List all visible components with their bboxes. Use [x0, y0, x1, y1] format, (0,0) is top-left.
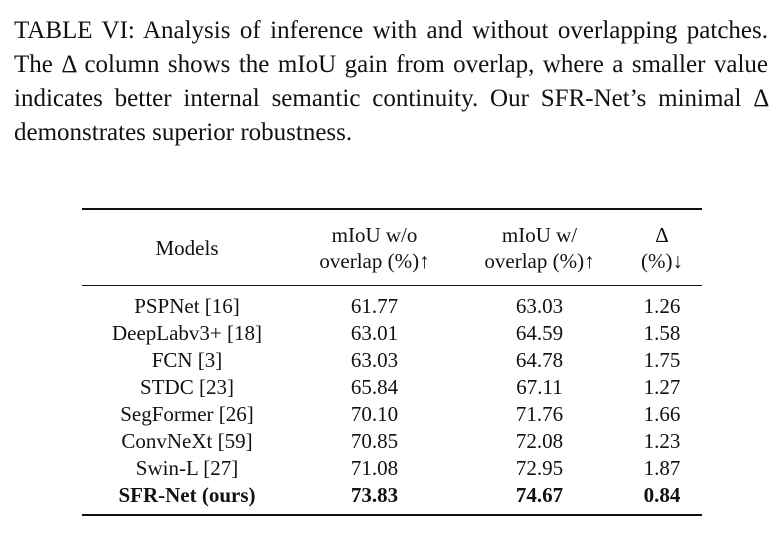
cell-miou-w: 71.76: [457, 401, 622, 428]
table-row: DeepLabv3+ [18] 63.01 64.59 1.58: [82, 320, 702, 347]
table-row: Swin-L [27] 71.08 72.95 1.87: [82, 455, 702, 482]
header-wo-line1: mIoU w/o: [332, 223, 418, 247]
cell-miou-wo: 71.08: [292, 455, 457, 482]
table-row-best: SFR-Net (ours) 73.83 74.67 0.84: [82, 482, 702, 515]
header-row: Models mIoU w/o overlap (%)↑ mIoU w/overl…: [82, 209, 702, 286]
cell-delta: 0.84: [622, 482, 702, 515]
header-miou-without-overlap: mIoU w/o overlap (%)↑: [292, 209, 457, 286]
cell-model: ConvNeXt [59]: [82, 428, 292, 455]
table-row: STDC [23] 65.84 67.11 1.27: [82, 374, 702, 401]
cell-model: DeepLabv3+ [18]: [82, 320, 292, 347]
cell-delta: 1.23: [622, 428, 702, 455]
table-caption: TABLE VI: Analysis of inference with and…: [14, 14, 768, 150]
table-row: PSPNet [16] 61.77 63.03 1.26: [82, 286, 702, 321]
cell-miou-w: 72.08: [457, 428, 622, 455]
header-delta-line1: Δ: [655, 223, 669, 247]
table-row: SegFormer [26] 70.10 71.76 1.66: [82, 401, 702, 428]
table-row: ConvNeXt [59] 70.85 72.08 1.23: [82, 428, 702, 455]
header-models-label: Models: [156, 236, 219, 260]
results-table-wrapper: Models mIoU w/o overlap (%)↑ mIoU w/overl…: [82, 208, 702, 516]
header-w-line1: mIoU w/: [502, 223, 577, 247]
cell-delta: 1.75: [622, 347, 702, 374]
cell-model: STDC [23]: [82, 374, 292, 401]
cell-miou-wo: 73.83: [292, 482, 457, 515]
cell-delta: 1.87: [622, 455, 702, 482]
cell-model: PSPNet [16]: [82, 286, 292, 321]
header-models: Models: [82, 209, 292, 286]
cell-miou-w: 67.11: [457, 374, 622, 401]
cell-model: FCN [3]: [82, 347, 292, 374]
cell-delta: 1.27: [622, 374, 702, 401]
header-miou-with-overlap: mIoU w/overlap (%)↑: [457, 209, 622, 286]
header-wo-line2: overlap (%)↑: [319, 249, 429, 273]
cell-delta: 1.26: [622, 286, 702, 321]
caption-text-3: demonstrates superior robustness.: [14, 119, 352, 146]
cell-delta: 1.58: [622, 320, 702, 347]
cell-model: SegFormer [26]: [82, 401, 292, 428]
cell-delta: 1.66: [622, 401, 702, 428]
cell-miou-w: 64.78: [457, 347, 622, 374]
header-delta: Δ (%)↓: [622, 209, 702, 286]
cell-miou-wo: 63.01: [292, 320, 457, 347]
table-body: PSPNet [16] 61.77 63.03 1.26 DeepLabv3+ …: [82, 286, 702, 516]
cell-miou-wo: 61.77: [292, 286, 457, 321]
cell-model: Swin-L [27]: [82, 455, 292, 482]
header-delta-line2: (%)↓: [641, 249, 683, 273]
table-header: Models mIoU w/o overlap (%)↑ mIoU w/overl…: [82, 209, 702, 286]
caption-text-2: column shows the mIoU gain from over­lap…: [14, 51, 768, 112]
header-w-line2: overlap (%)↑: [484, 249, 594, 273]
cell-miou-w: 64.59: [457, 320, 622, 347]
caption-label: TABLE VI:: [14, 17, 135, 44]
caption-delta-symbol: Δ: [61, 51, 76, 78]
cell-miou-w: 74.67: [457, 482, 622, 515]
cell-model: SFR-Net (ours): [82, 482, 292, 515]
table-row: FCN [3] 63.03 64.78 1.75: [82, 347, 702, 374]
cell-miou-wo: 63.03: [292, 347, 457, 374]
cell-miou-wo: 70.85: [292, 428, 457, 455]
cell-miou-w: 72.95: [457, 455, 622, 482]
cell-miou-wo: 65.84: [292, 374, 457, 401]
caption-delta-symbol-2: Δ: [753, 85, 768, 112]
results-table: Models mIoU w/o overlap (%)↑ mIoU w/overl…: [82, 208, 702, 516]
cell-miou-wo: 70.10: [292, 401, 457, 428]
cell-miou-w: 63.03: [457, 286, 622, 321]
